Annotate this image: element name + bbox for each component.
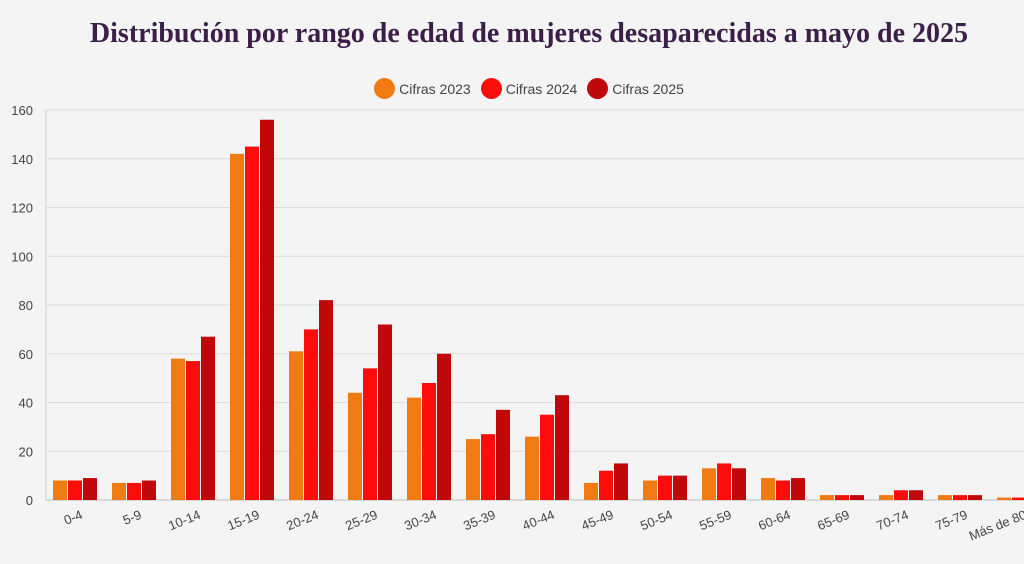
legend-swatch <box>480 78 502 99</box>
bar <box>997 497 1011 500</box>
bar <box>304 329 318 500</box>
bar <box>83 478 97 500</box>
bar <box>230 153 244 500</box>
legend-label: Cifras 2025 <box>612 80 684 97</box>
legend-label: Cifras 2023 <box>399 80 471 97</box>
bar <box>584 482 598 500</box>
bar <box>614 463 628 500</box>
y-tick-label: 60 <box>19 347 33 362</box>
bar <box>599 470 613 500</box>
bar <box>127 482 141 500</box>
bar <box>717 463 731 500</box>
bar <box>289 351 303 500</box>
x-tick-label: Más de 80 <box>967 507 1024 544</box>
legend-item-2025[interactable]: Cifras 2025 <box>587 78 684 99</box>
x-tick-label: 0-4 <box>62 507 85 528</box>
bar <box>363 368 377 500</box>
bar <box>496 409 510 500</box>
legend-label: Cifras 2024 <box>505 80 578 97</box>
bar <box>820 495 834 500</box>
bar <box>437 353 451 500</box>
y-tick-label: 120 <box>11 201 33 216</box>
x-tick-label: 40-44 <box>520 507 556 533</box>
legend-item-2023[interactable]: Cifras 2023 <box>374 78 471 99</box>
bar <box>879 495 893 500</box>
x-tick-label: 25-29 <box>343 507 379 533</box>
bar <box>1012 497 1024 500</box>
bar <box>378 324 392 500</box>
chart-title: Distribución por rango de edad de mujere… <box>89 18 969 49</box>
y-tick-label: 160 <box>11 103 33 118</box>
bar <box>481 434 495 500</box>
x-tick-label: 60-64 <box>756 507 792 533</box>
legend-swatch <box>587 78 609 99</box>
y-tick-label: 140 <box>11 152 33 167</box>
bar <box>673 475 687 500</box>
bar <box>201 336 215 500</box>
bar <box>938 495 952 500</box>
legend: Cifras 2023 Cifras 2024 Cifras 2025 <box>0 78 1024 99</box>
bar <box>658 475 672 500</box>
legend-item-2024[interactable]: Cifras 2024 <box>480 78 578 99</box>
x-tick-label: 45-49 <box>579 507 615 533</box>
bar <box>466 439 480 500</box>
y-tick-label: 80 <box>19 298 33 313</box>
bar <box>245 146 259 500</box>
x-tick-label: 10-14 <box>166 507 202 533</box>
bar <box>909 490 923 500</box>
bar <box>761 478 775 500</box>
bar <box>260 119 274 500</box>
bar <box>643 480 657 500</box>
y-tick-label: 40 <box>19 396 33 411</box>
bar <box>171 358 185 500</box>
bar <box>186 361 200 500</box>
bar <box>776 480 790 500</box>
bar <box>732 468 746 500</box>
bar <box>791 478 805 500</box>
bar <box>422 383 436 500</box>
bar <box>555 395 569 500</box>
bar <box>968 495 982 500</box>
bar <box>348 392 362 500</box>
y-tick-label: 100 <box>11 249 33 264</box>
x-tick-label: 65-69 <box>815 507 851 533</box>
y-tick-label: 0 <box>26 493 33 508</box>
x-tick-label: 75-79 <box>933 507 969 533</box>
bar <box>835 495 849 500</box>
bar <box>142 480 156 500</box>
x-tick-label: 5-9 <box>121 507 144 528</box>
x-tick-label: 15-19 <box>225 507 261 533</box>
y-tick-label: 20 <box>19 444 33 459</box>
bar <box>319 300 333 500</box>
legend-swatch <box>374 78 396 99</box>
x-tick-label: 30-34 <box>402 507 438 533</box>
x-tick-label: 70-74 <box>874 507 910 533</box>
bar <box>894 490 908 500</box>
x-tick-label: 55-59 <box>697 507 733 533</box>
bar <box>112 482 126 500</box>
bar <box>850 495 864 500</box>
bar <box>53 480 67 500</box>
x-tick-label: 35-39 <box>461 507 497 533</box>
bar <box>540 414 554 500</box>
bar <box>702 468 716 500</box>
x-tick-label: 50-54 <box>638 507 674 533</box>
bar <box>407 397 421 500</box>
x-tick-label: 20-24 <box>284 507 320 533</box>
bar <box>525 436 539 500</box>
bar <box>68 480 82 500</box>
bar <box>953 495 967 500</box>
